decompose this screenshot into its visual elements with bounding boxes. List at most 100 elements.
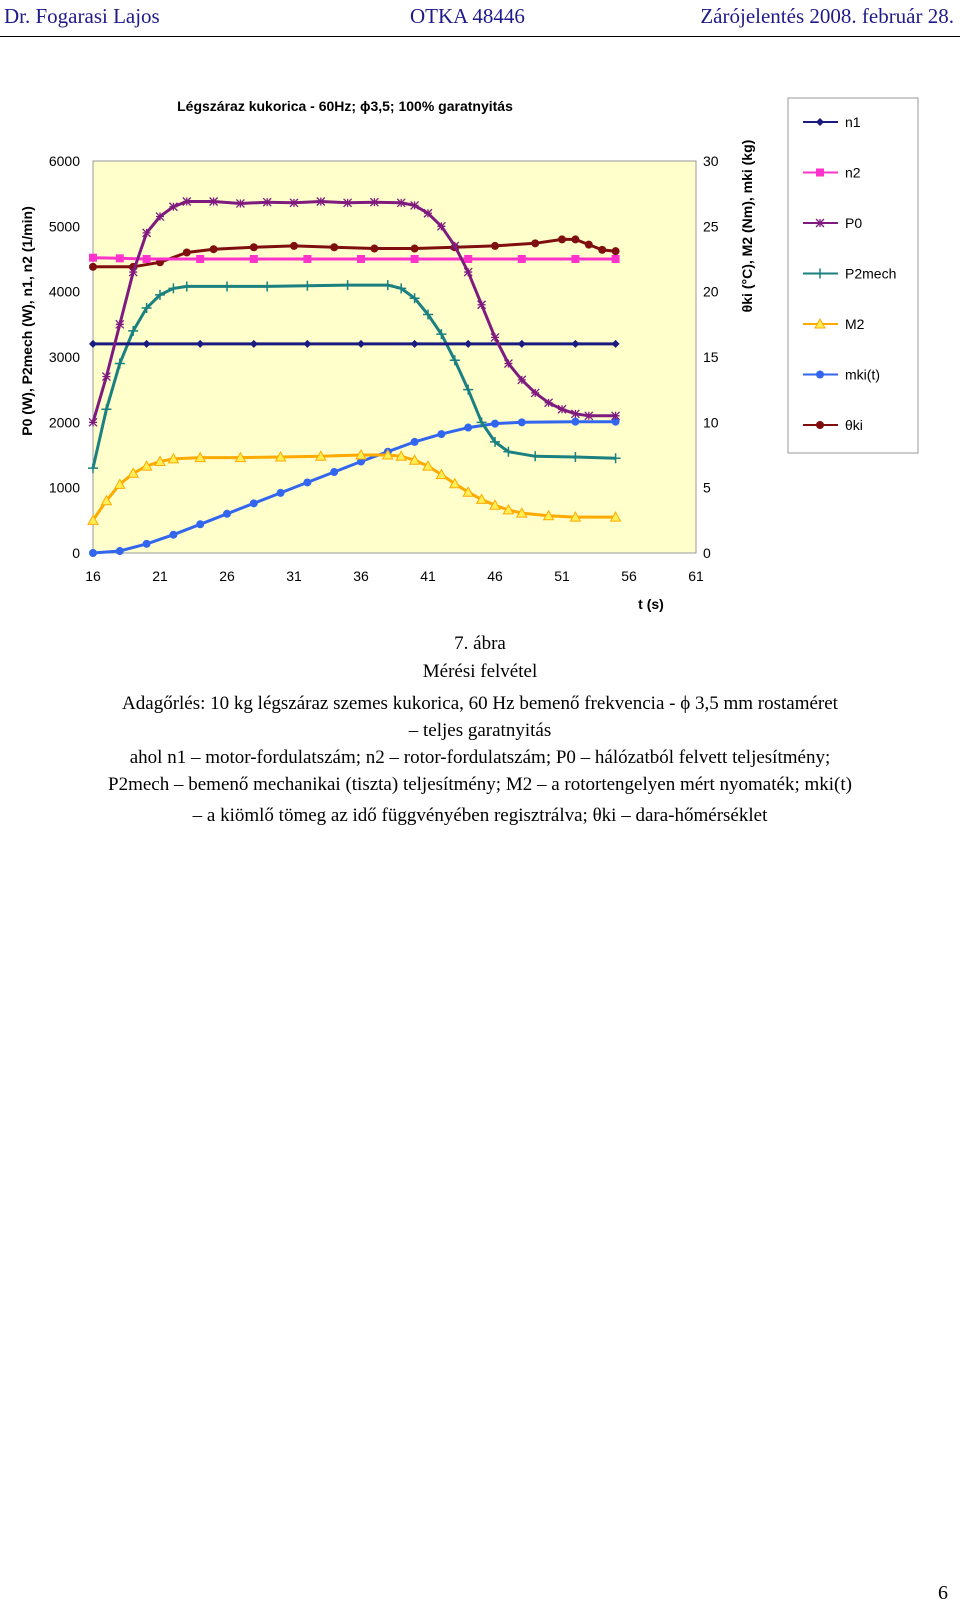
data-point [423, 208, 433, 218]
data-point [140, 460, 153, 471]
data-point [515, 507, 528, 518]
left-axis-ticks: 0 1000 2000 3000 4000 5000 6000 [49, 153, 80, 561]
left-axis-label: P0 (W), P2mech (W), n1, n2 (1/min) [19, 206, 35, 435]
series-n2 [89, 253, 620, 263]
data-point [154, 455, 166, 467]
data-point [113, 478, 126, 489]
header-report-date: Zárójelentés 2008. február 28. [700, 4, 954, 28]
data-point [423, 309, 433, 320]
plot-area [92, 160, 697, 554]
data-point [491, 419, 499, 428]
figure-title: Mérési felvétel [422, 661, 538, 682]
data-point [142, 255, 151, 263]
series-ki [89, 235, 620, 271]
data-point [127, 467, 140, 478]
legend-marker [815, 268, 825, 279]
data-point [196, 339, 205, 348]
data-point [168, 283, 179, 294]
data-point [557, 404, 567, 414]
data-point [343, 198, 353, 208]
data-point [370, 244, 379, 253]
right-axis-ticks: 0 5 10 15 20 25 30 [703, 153, 719, 561]
data-point [155, 289, 165, 300]
data-point [517, 339, 526, 348]
legend-item: θki [803, 417, 863, 433]
series-P2mech [88, 280, 621, 474]
data-point [314, 450, 327, 461]
x-tick-label: 16 [85, 568, 101, 584]
data-point [569, 511, 582, 522]
data-point [196, 520, 205, 529]
y-left-tick-label: 6000 [49, 153, 80, 169]
data-point [115, 254, 124, 263]
data-point [464, 255, 473, 263]
chart-title: Légszáraz kukorica - 60Hz; ϕ3,5; 100% ga… [177, 98, 513, 114]
data-point [410, 339, 419, 348]
data-point [357, 457, 365, 466]
data-point [462, 486, 475, 497]
data-point [517, 255, 526, 263]
data-point [155, 212, 165, 221]
caption-line-2: – teljes garatnyitás [408, 720, 552, 741]
data-point [342, 280, 353, 291]
data-point [249, 339, 258, 348]
data-point [330, 467, 339, 476]
series-line [92, 256, 616, 261]
legend-label: n2 [845, 165, 861, 181]
data-point [477, 300, 487, 310]
data-point [571, 417, 580, 426]
legend-box [787, 97, 919, 454]
data-point [464, 423, 473, 432]
series-P0 [88, 197, 621, 427]
legend-item: M2 [803, 316, 865, 332]
data-point [89, 339, 97, 348]
data-point [435, 468, 448, 480]
data-point [357, 255, 365, 263]
data-point [169, 530, 178, 539]
data-point [489, 499, 501, 510]
data-point [196, 255, 205, 263]
data-point [571, 255, 580, 263]
data-point [142, 539, 151, 548]
data-point [141, 303, 152, 313]
legend-item: n1 [803, 114, 861, 130]
data-point [88, 463, 98, 474]
right-axis-label: θki (°C), M2 (Nm), mki (kg) [739, 140, 755, 313]
data-point [101, 372, 111, 382]
data-point [410, 200, 420, 210]
y-right-tick-label: 25 [703, 218, 719, 234]
x-tick-label: 56 [621, 568, 637, 584]
data-point [410, 255, 419, 263]
data-point [531, 239, 540, 248]
data-point [115, 547, 124, 556]
data-point [490, 436, 500, 447]
header-project: OTKA 48446 [410, 4, 525, 28]
data-point [181, 281, 192, 292]
data-point [128, 267, 138, 277]
caption-line-1: Adagőrlés: 10 kg légszáraz szemes kukori… [122, 693, 838, 714]
data-point [611, 417, 620, 426]
data-point [611, 247, 620, 256]
series-group [87, 197, 622, 557]
caption-line-4: P2mech – bemenő mechanikai (tiszta) telj… [108, 774, 852, 795]
data-point [101, 404, 112, 415]
caption-line-5: – a kiömlő tömeg az idő függvényében reg… [192, 805, 768, 826]
y-right-tick-label: 10 [703, 414, 719, 430]
data-point [476, 417, 487, 428]
x-tick-label: 21 [152, 568, 168, 584]
data-point [544, 398, 554, 408]
data-point [209, 197, 219, 206]
data-point [168, 202, 178, 212]
y-left-tick-label: 4000 [49, 284, 80, 300]
data-point [276, 488, 285, 497]
y-left-tick-label: 2000 [49, 414, 80, 430]
data-point [395, 450, 408, 461]
y-right-tick-label: 0 [703, 545, 711, 561]
data-point [303, 255, 312, 263]
data-point [289, 198, 299, 208]
data-point [355, 448, 367, 460]
x-tick-label: 51 [554, 568, 570, 584]
data-point [570, 409, 580, 419]
figure-number: 7. ábra [454, 633, 506, 654]
data-point [503, 359, 513, 368]
